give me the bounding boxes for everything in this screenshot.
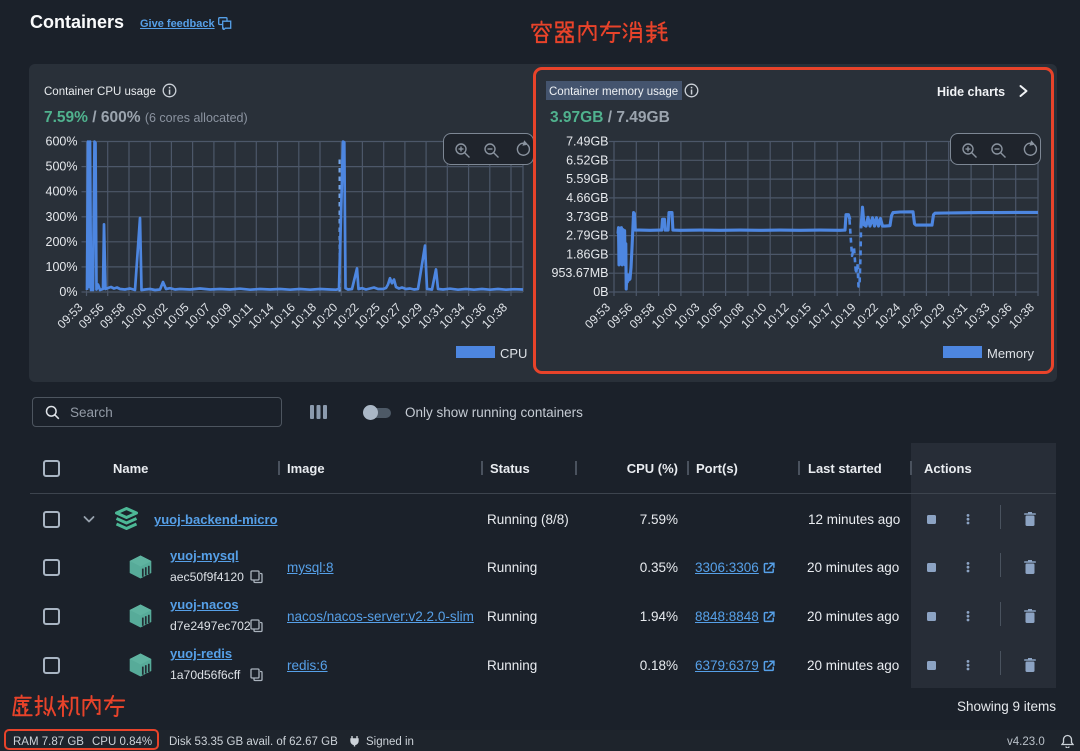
svg-text:1.86GB: 1.86GB (566, 247, 608, 261)
svg-text:4.66GB: 4.66GB (566, 191, 608, 205)
svg-text:200%: 200% (46, 235, 78, 249)
svg-text:0B: 0B (593, 285, 608, 299)
svg-text:3.73GB: 3.73GB (566, 210, 608, 224)
svg-text:6.52GB: 6.52GB (566, 153, 608, 167)
svg-text:100%: 100% (46, 260, 78, 274)
svg-text:400%: 400% (46, 185, 78, 199)
svg-text:500%: 500% (46, 160, 78, 174)
svg-text:300%: 300% (46, 210, 78, 224)
svg-text:0%: 0% (59, 285, 77, 299)
svg-text:600%: 600% (46, 135, 78, 149)
svg-text:2.79GB: 2.79GB (566, 229, 608, 243)
svg-text:10:38: 10:38 (479, 300, 510, 331)
svg-text:953.67MB: 953.67MB (552, 266, 609, 280)
svg-text:5.59GB: 5.59GB (566, 172, 608, 186)
svg-text:7.49GB: 7.49GB (566, 135, 608, 149)
